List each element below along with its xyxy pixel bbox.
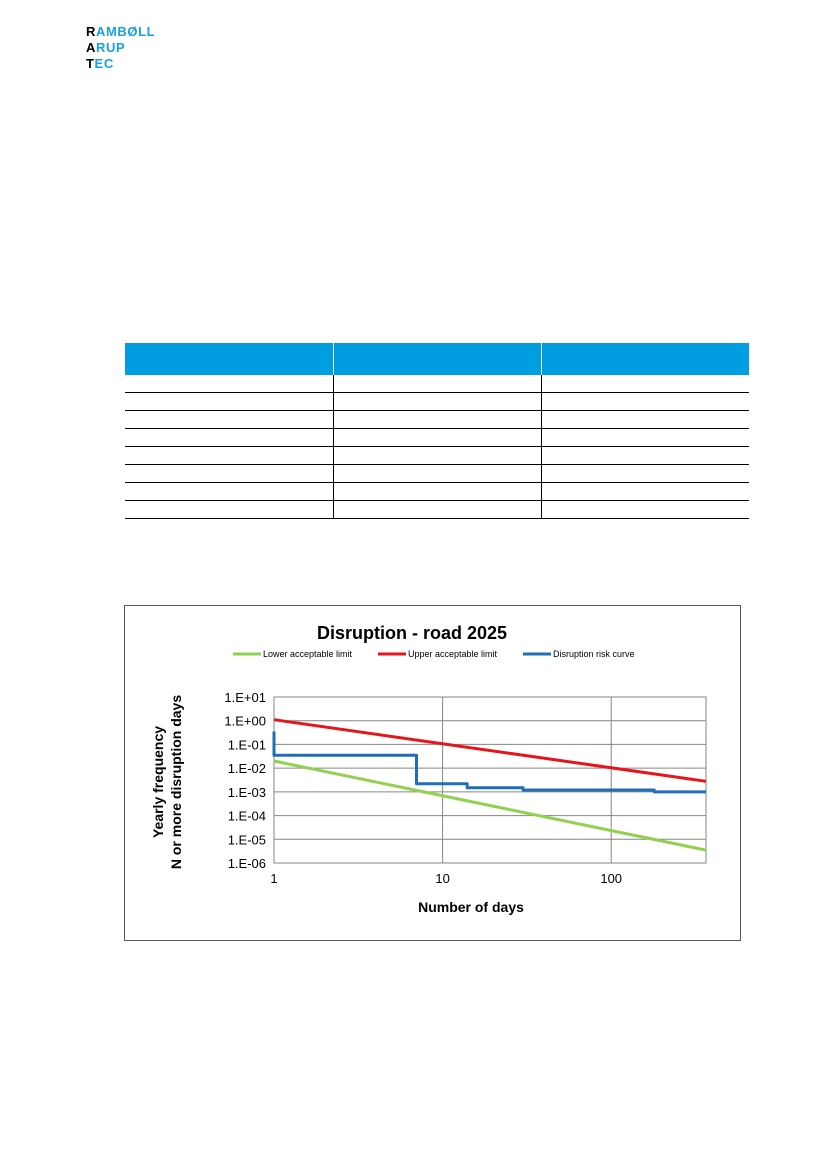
table-cell (541, 428, 749, 447)
y-tick-label: 1.E-01 (228, 737, 266, 752)
table-cell (541, 500, 749, 519)
y-tick-label: 1.E+01 (224, 690, 266, 705)
y-tick-label: 1.E-06 (228, 856, 266, 871)
table-row (125, 392, 749, 411)
table-cell (333, 500, 542, 519)
legend-label: Disruption risk curve (553, 649, 635, 659)
logo-text: AMBØLL (96, 24, 156, 39)
chart-title: Disruption - road 2025 (317, 623, 507, 643)
table-cell (541, 446, 749, 465)
table-cell (541, 410, 749, 429)
x-tick-label: 1 (270, 871, 277, 886)
y-tick-label: 1.E-05 (228, 832, 266, 847)
y-axis-title-line-1: Yearly frequency (150, 726, 166, 838)
table-cell (125, 428, 334, 447)
table-row (125, 464, 749, 483)
table-header-cell (541, 343, 749, 375)
table-row (125, 482, 749, 501)
logo-line-2: ARUP (86, 40, 155, 56)
x-tick-label: 100 (600, 871, 622, 886)
table-cell (125, 446, 334, 465)
legend-label: Lower acceptable limit (263, 649, 353, 659)
table-cell (125, 392, 334, 411)
table-row (125, 428, 749, 447)
y-axis-title-line-2: N or more disruption days (168, 695, 184, 869)
y-tick-label: 1.E-03 (228, 785, 266, 800)
series-line-3 (272, 731, 706, 794)
table-cell (333, 464, 542, 483)
table-row (125, 500, 749, 519)
y-tick-label: 1.E-04 (228, 809, 266, 824)
table-cell (541, 464, 749, 483)
x-tick-label: 10 (435, 871, 449, 886)
logo-letter: T (86, 56, 95, 71)
data-table (125, 343, 749, 519)
table-cell (125, 410, 334, 429)
table-row (125, 446, 749, 465)
table-cell (333, 446, 542, 465)
x-axis-title: Number of days (418, 899, 524, 915)
table-header-row (125, 343, 749, 375)
logo-text: RUP (96, 40, 126, 55)
rambol-arup-tec-logo: RAMBØLL ARUP TEC (86, 24, 155, 72)
logo-letter: R (86, 24, 96, 39)
logo-letter: A (86, 40, 96, 55)
logo-line-1: RAMBØLL (86, 24, 155, 40)
table-row (125, 375, 749, 393)
chart-frame: Disruption - road 2025 Lower acceptable l… (124, 605, 741, 941)
table-cell (333, 375, 542, 393)
logo-line-3: TEC (86, 56, 155, 72)
series-line-1 (273, 759, 707, 852)
table-row (125, 410, 749, 429)
table-cell (541, 392, 749, 411)
table-cell (125, 464, 334, 483)
table-cell (333, 428, 542, 447)
table-header-cell (125, 343, 334, 375)
table-cell (541, 375, 749, 393)
table-cell (125, 500, 334, 519)
y-tick-label: 1.E-02 (228, 761, 266, 776)
table-cell (333, 410, 542, 429)
series-line-2 (273, 718, 707, 783)
table-cell (333, 392, 542, 411)
table-header-cell (333, 343, 542, 375)
table-cell (541, 482, 749, 501)
y-tick-label: 1.E+00 (224, 714, 266, 729)
table-cell (333, 482, 542, 501)
table-cell (125, 375, 334, 393)
disruption-chart: Disruption - road 2025 Lower acceptable l… (150, 623, 707, 915)
logo-text: EC (94, 56, 114, 71)
table-cell (125, 482, 334, 501)
legend-label: Upper acceptable limit (408, 649, 498, 659)
